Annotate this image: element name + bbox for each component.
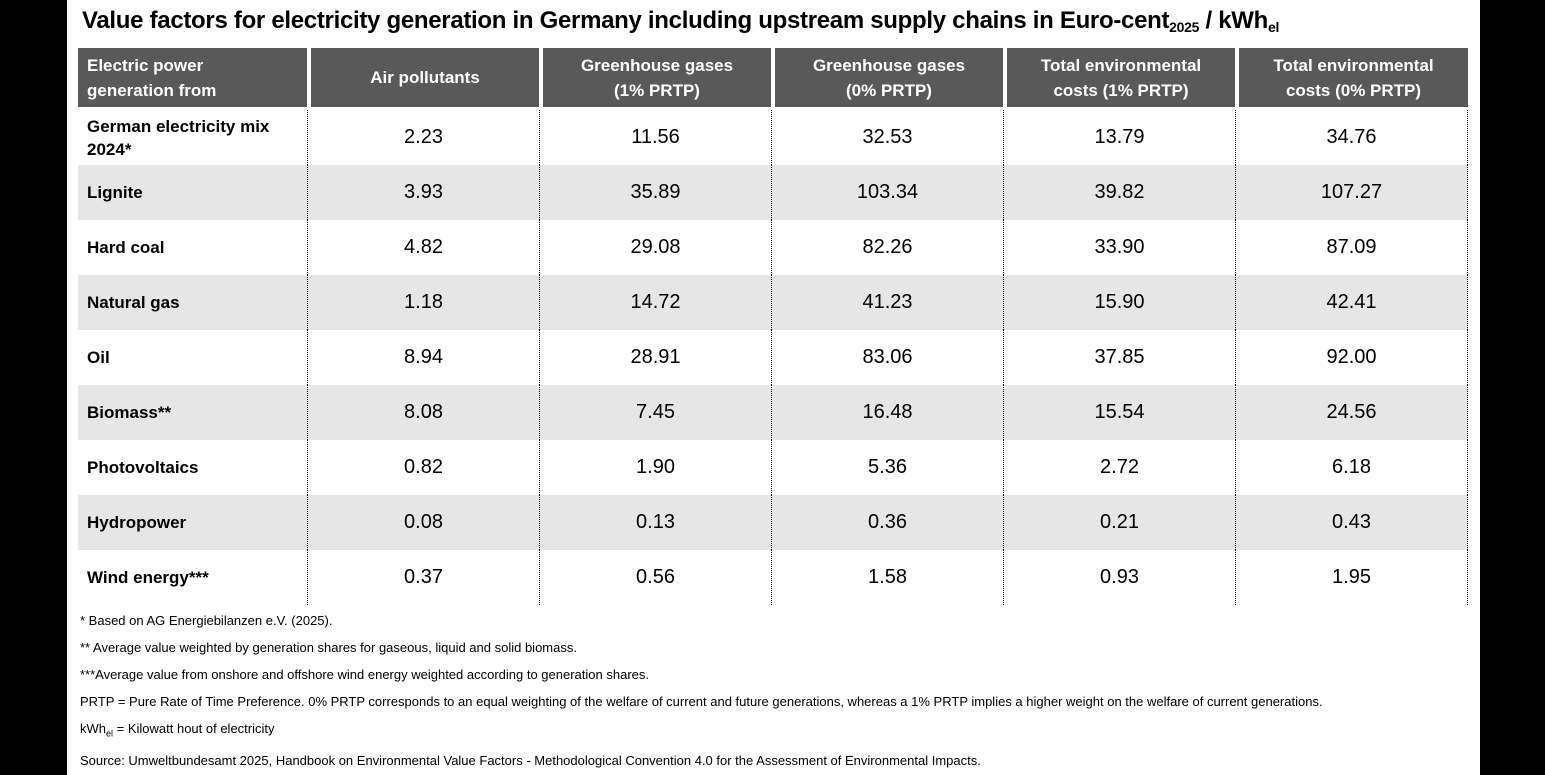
table-header-row: Electric power generation from Air pollu…	[78, 48, 1468, 110]
cell-value: 1.18	[307, 275, 539, 330]
cell-value: 0.93	[1003, 550, 1235, 605]
cell-value: 103.34	[771, 165, 1003, 220]
cell-value: 33.90	[1003, 220, 1235, 275]
col-header-ghg-0prtp: Greenhouse gases (0% PRTP)	[771, 48, 1003, 110]
col-header-generation-source: Electric power generation from	[78, 48, 307, 110]
table-row-photovoltaics: Photovoltaics 0.82 1.90 5.36 2.72 6.18	[78, 440, 1468, 495]
page-title: Value factors for electricity generation…	[67, 0, 1480, 48]
header-line: Greenhouse gases	[812, 55, 966, 75]
cell-value: 107.27	[1235, 165, 1468, 220]
cell-value: 32.53	[771, 110, 1003, 165]
footnote-wind: ***Average value from onshore and offsho…	[80, 667, 649, 682]
table-row-lignite: Lignite 3.93 35.89 103.34 39.82 107.27	[78, 165, 1468, 220]
cell-value: 14.72	[539, 275, 771, 330]
cell-value: 13.79	[1003, 110, 1235, 165]
header-line: Total environmental	[1273, 55, 1434, 75]
table-row-german-mix: German electricity mix 2024* 2.23 11.56 …	[78, 110, 1468, 165]
footnote-mix-basis: * Based on AG Energiebilanzen e.V. (2025…	[80, 613, 333, 628]
header-line: costs (1% PRTP)	[1053, 80, 1189, 100]
row-label: Lignite	[78, 165, 307, 220]
cell-value: 0.37	[307, 550, 539, 605]
cell-value: 87.09	[1235, 220, 1468, 275]
col-header-total-costs-1prtp: Total environmental costs (1% PRTP)	[1003, 48, 1235, 110]
cell-value: 8.94	[307, 330, 539, 385]
cell-value: 3.93	[307, 165, 539, 220]
table-row-oil: Oil 8.94 28.91 83.06 37.85 92.00	[78, 330, 1468, 385]
cell-value: 0.82	[307, 440, 539, 495]
cell-value: 37.85	[1003, 330, 1235, 385]
cell-value: 7.45	[539, 385, 771, 440]
cell-value: 8.08	[307, 385, 539, 440]
cell-value: 0.56	[539, 550, 771, 605]
kwh-text: kWh	[80, 721, 106, 736]
kwh-definition-text: = Kilowatt hout of electricity	[113, 721, 275, 736]
cell-value: 4.82	[307, 220, 539, 275]
cell-value: 92.00	[1235, 330, 1468, 385]
content-panel: Value factors for electricity generation…	[67, 0, 1480, 775]
header-line: (1% PRTP)	[614, 80, 700, 100]
cell-value: 15.90	[1003, 275, 1235, 330]
title-subscript-el: el	[1268, 19, 1280, 35]
table-row-biomass: Biomass** 8.08 7.45 16.48 15.54 24.56	[78, 385, 1468, 440]
cell-value: 28.91	[539, 330, 771, 385]
cell-value: 0.08	[307, 495, 539, 550]
cell-value: 6.18	[1235, 440, 1468, 495]
col-header-ghg-1prtp: Greenhouse gases (1% PRTP)	[539, 48, 771, 110]
source-line: Source: Umweltbundesamt 2025, Handbook o…	[80, 753, 981, 768]
table-row-hard-coal: Hard coal 4.82 29.08 82.26 33.90 87.09	[78, 220, 1468, 275]
table-row-hydropower: Hydropower 0.08 0.13 0.36 0.21 0.43	[78, 495, 1468, 550]
header-line: Air pollutants	[370, 68, 480, 87]
kwh-subscript-el: el	[106, 728, 114, 739]
cell-value: 83.06	[771, 330, 1003, 385]
row-label: Hydropower	[78, 495, 307, 550]
row-label: German electricity mix 2024*	[78, 110, 307, 165]
cell-value: 11.56	[539, 110, 771, 165]
footnotes-section: * Based on AG Energiebilanzen e.V. (2025…	[67, 605, 1480, 768]
cell-value: 1.95	[1235, 550, 1468, 605]
header-line: generation from	[87, 80, 217, 100]
header-line: (0% PRTP)	[846, 80, 932, 100]
cell-value: 35.89	[539, 165, 771, 220]
cell-value: 0.21	[1003, 495, 1235, 550]
cell-value: 15.54	[1003, 385, 1235, 440]
row-label: Photovoltaics	[78, 440, 307, 495]
cell-value: 2.23	[307, 110, 539, 165]
cell-value: 1.90	[539, 440, 771, 495]
cell-value: 16.48	[771, 385, 1003, 440]
header-line: costs (0% PRTP)	[1285, 80, 1422, 100]
cell-value: 24.56	[1235, 385, 1468, 440]
row-label: Natural gas	[78, 275, 307, 330]
cell-value: 0.13	[539, 495, 771, 550]
header-line: Total environmental	[1040, 55, 1202, 75]
footnote-kwh-definition: kWhel = Kilowatt hout of electricity	[80, 721, 1470, 739]
footnote-biomass: ** Average value weighted by generation …	[80, 640, 577, 655]
footnote-prtp-definition: PRTP = Pure Rate of Time Preference. 0% …	[80, 694, 1323, 709]
row-label: Hard coal	[78, 220, 307, 275]
cell-value: 0.36	[771, 495, 1003, 550]
title-text: Value factors for electricity generation…	[82, 7, 1170, 34]
header-line: Electric power	[87, 55, 204, 75]
cell-value: 82.26	[771, 220, 1003, 275]
col-header-total-costs-0prtp: Total environmental costs (0% PRTP)	[1235, 48, 1468, 110]
header-line: Greenhouse gases	[580, 55, 734, 75]
cell-value: 1.58	[771, 550, 1003, 605]
title-unit-text: / kWh	[1199, 7, 1268, 34]
cell-value: 29.08	[539, 220, 771, 275]
row-label: Wind energy***	[78, 550, 307, 605]
row-label: Oil	[78, 330, 307, 385]
row-label: Biomass**	[78, 385, 307, 440]
value-factors-table: Electric power generation from Air pollu…	[78, 48, 1468, 605]
cell-value: 0.43	[1235, 495, 1468, 550]
cell-value: 39.82	[1003, 165, 1235, 220]
cell-value: 42.41	[1235, 275, 1468, 330]
table-row-natural-gas: Natural gas 1.18 14.72 41.23 15.90 42.41	[78, 275, 1468, 330]
table-row-wind-energy: Wind energy*** 0.37 0.56 1.58 0.93 1.95	[78, 550, 1468, 605]
col-header-air-pollutants: Air pollutants	[307, 48, 539, 110]
cell-value: 34.76	[1235, 110, 1468, 165]
cell-value: 5.36	[771, 440, 1003, 495]
cell-value: 41.23	[771, 275, 1003, 330]
cell-value: 2.72	[1003, 440, 1235, 495]
title-subscript-year: 2025	[1169, 19, 1200, 35]
